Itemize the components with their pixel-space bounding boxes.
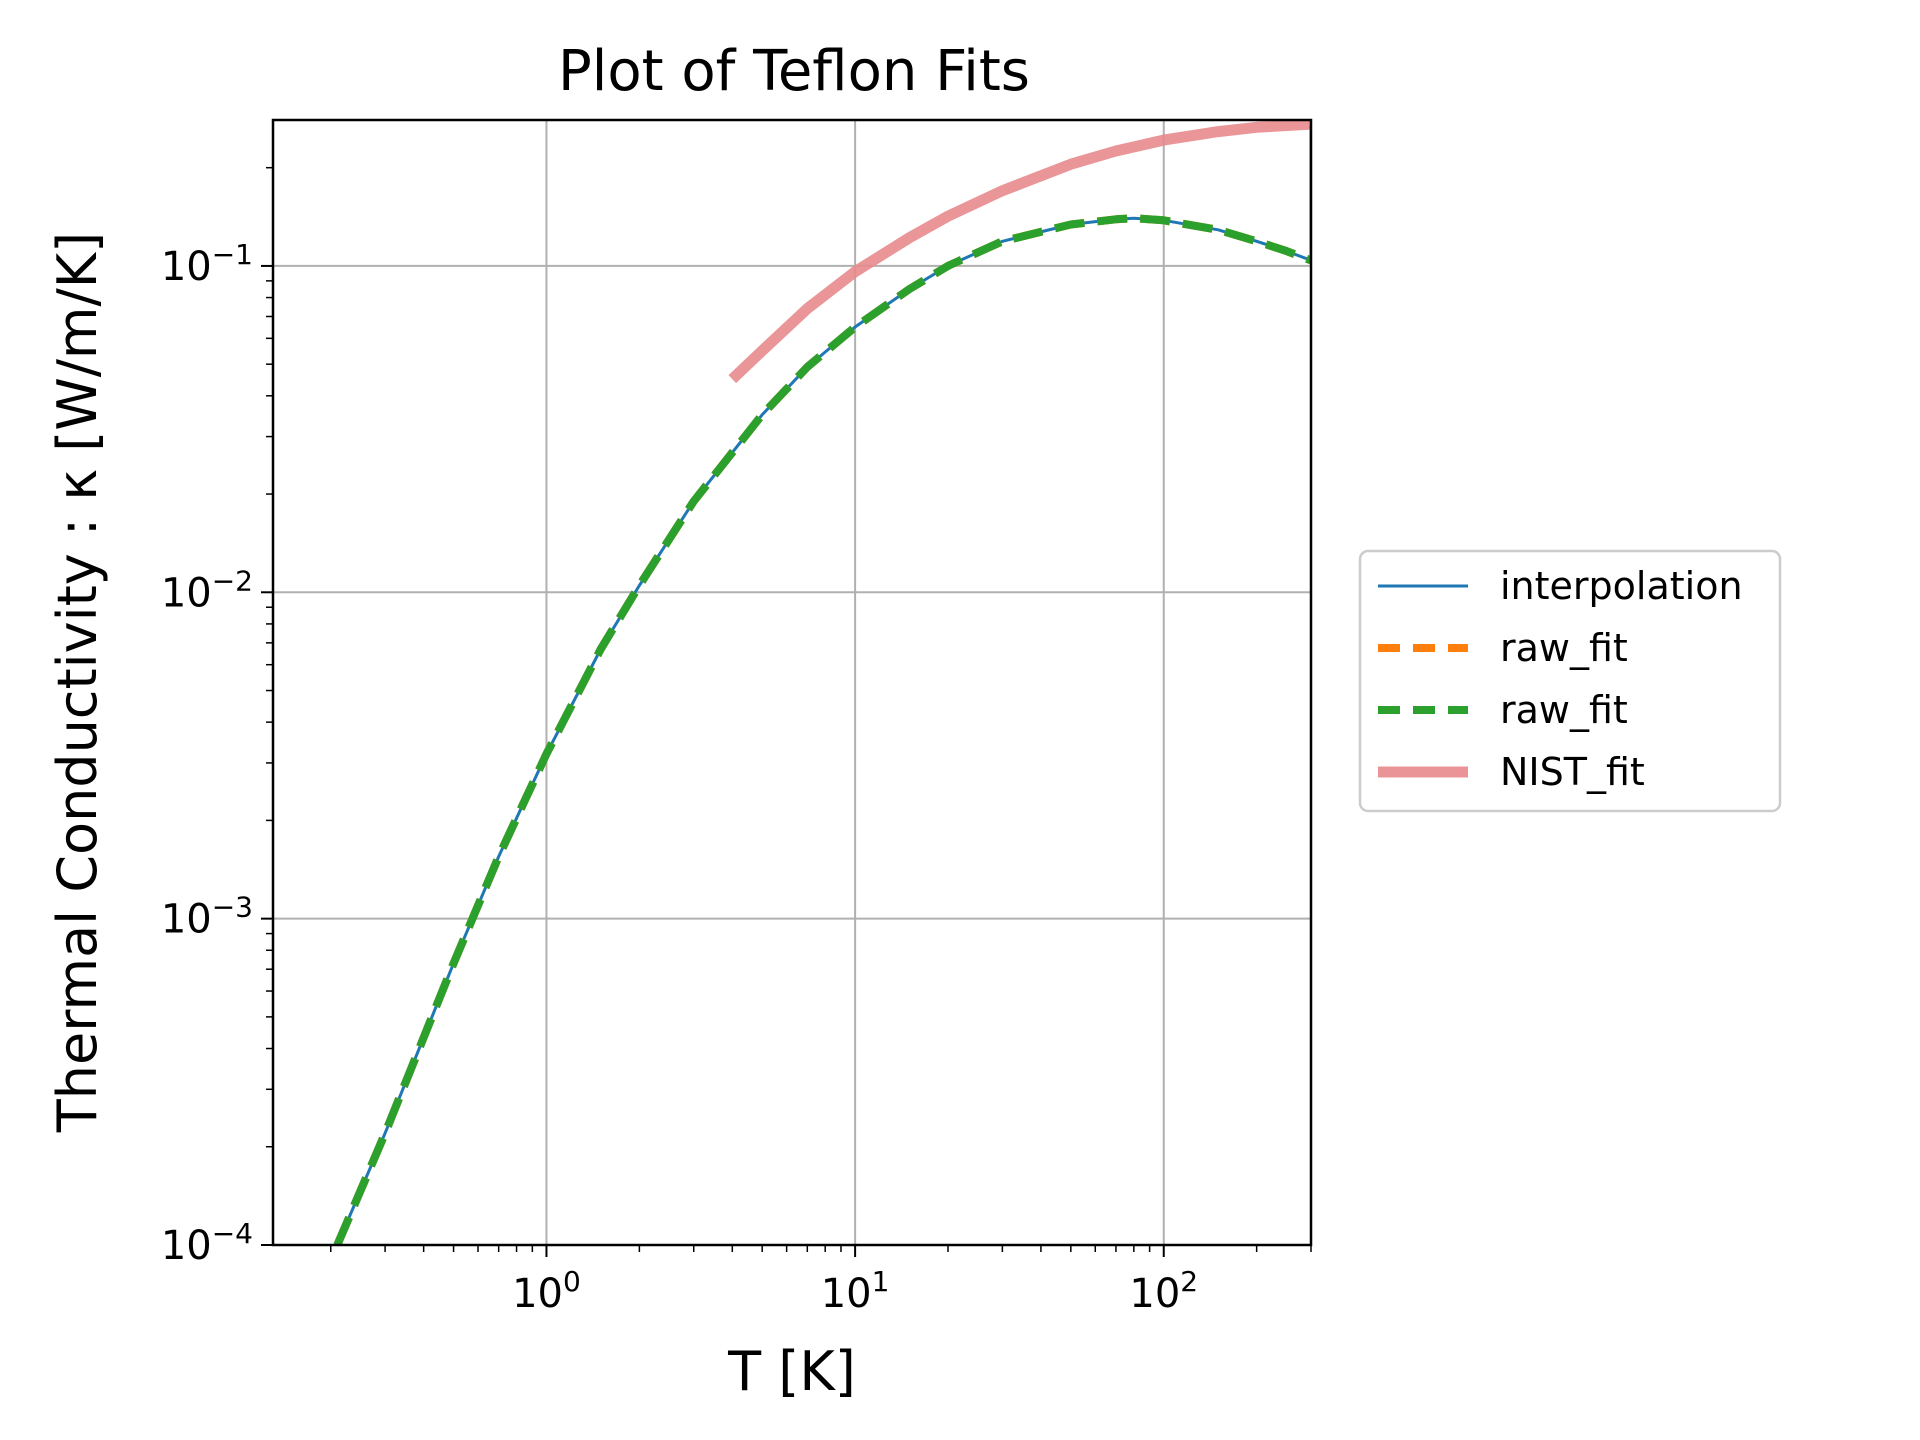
plot-frame [271,118,1313,1247]
y-tick-label: 10−1 [161,238,253,290]
y-tick-label: 10−2 [161,564,253,616]
y-tick-label: 10−3 [161,891,253,943]
y-tick-label: 10−4 [161,1217,253,1269]
series-line-2 [333,214,1311,1245]
legend-label-1: raw_fit [1500,626,1628,670]
x-axis-label: T [K] [727,1340,856,1403]
chart-title: Plot of Teflon Fits [558,39,1030,104]
x-tick-label: 102 [1129,1265,1198,1317]
legend-label-3: NIST_fit [1500,750,1645,794]
legend-label-0: interpolation [1500,564,1743,608]
grid-lines [273,120,1311,1245]
legend: interpolation raw_fit raw_fit NIST_fit [1358,549,1782,813]
y-axis-label: Thermal Conductivity : κ [W/m/K] [46,232,109,1133]
legend-frame [1358,549,1782,813]
axis-ticks: 100 101 102 10−4 10−3 10−2 10−1 [161,166,1312,1317]
x-tick-label: 100 [512,1265,581,1317]
series-line-3 [728,120,1311,384]
x-tick-label: 101 [821,1265,890,1317]
series-layer [333,120,1311,1245]
legend-label-2: raw_fit [1500,688,1628,732]
